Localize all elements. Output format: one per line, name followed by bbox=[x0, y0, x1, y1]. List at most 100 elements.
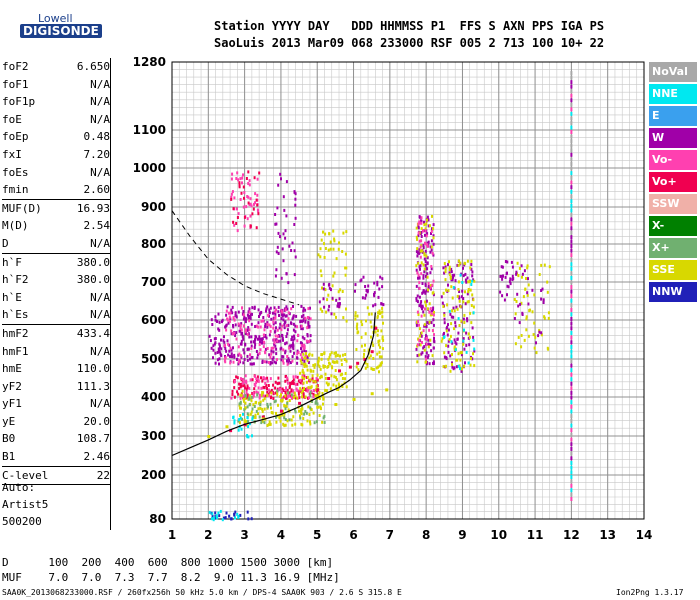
echo-point bbox=[432, 309, 434, 312]
echo-point bbox=[255, 198, 258, 202]
echo-point bbox=[276, 387, 279, 391]
echo-point bbox=[294, 410, 297, 414]
x-trace-point bbox=[298, 409, 302, 413]
echo-point bbox=[232, 220, 235, 224]
echo-point bbox=[268, 308, 271, 312]
echo-point bbox=[465, 280, 468, 284]
echo-point bbox=[363, 352, 365, 356]
echo-point bbox=[340, 358, 343, 362]
echo-point bbox=[260, 386, 263, 390]
echo-point bbox=[280, 346, 283, 350]
echo-point bbox=[318, 414, 321, 417]
echo-point bbox=[323, 256, 326, 259]
echo-point bbox=[420, 261, 423, 265]
echo-point bbox=[277, 403, 279, 407]
echo-point bbox=[285, 180, 288, 184]
echo-point bbox=[309, 406, 312, 410]
echo-point bbox=[268, 420, 271, 424]
echo-point bbox=[329, 247, 332, 251]
echo-point bbox=[328, 286, 331, 290]
noise-line-point bbox=[570, 235, 573, 240]
echo-point bbox=[247, 326, 250, 330]
echo-point bbox=[280, 309, 283, 313]
echo-point bbox=[300, 327, 303, 331]
echo-point bbox=[322, 402, 324, 406]
echo-point bbox=[448, 268, 451, 272]
autoscale-code: 500200 bbox=[2, 515, 42, 528]
echo-point bbox=[225, 313, 228, 317]
echo-point bbox=[335, 384, 338, 388]
echo-point bbox=[517, 335, 520, 339]
echo-point bbox=[300, 324, 303, 328]
noise-line-point bbox=[570, 326, 573, 331]
parameter-row: h`F2 380.0 bbox=[2, 271, 110, 289]
echo-point bbox=[442, 365, 445, 369]
echo-point bbox=[236, 207, 238, 211]
echo-point bbox=[241, 417, 243, 421]
noise-line-point bbox=[570, 93, 573, 98]
echo-point bbox=[213, 342, 216, 346]
echo-point bbox=[249, 316, 252, 320]
parameter-row: MUF(D) 16.93 bbox=[2, 200, 110, 218]
echo-point bbox=[332, 229, 335, 233]
echo-point bbox=[320, 407, 322, 411]
echo-point bbox=[445, 364, 447, 368]
echo-point bbox=[251, 362, 254, 366]
echo-point bbox=[501, 265, 504, 269]
echo-point bbox=[460, 353, 463, 357]
echo-point bbox=[424, 284, 427, 287]
echo-point bbox=[300, 304, 303, 308]
echo-point bbox=[462, 339, 465, 343]
echo-point bbox=[224, 360, 227, 364]
parameter-value: N/A bbox=[90, 77, 110, 91]
noise-line-point bbox=[570, 148, 573, 153]
echo-point bbox=[464, 290, 466, 294]
x-tick-label: 5 bbox=[313, 528, 321, 542]
echo-point bbox=[286, 376, 289, 380]
noise-line-point bbox=[570, 194, 573, 199]
echo-point bbox=[294, 197, 297, 201]
echo-point bbox=[345, 319, 348, 323]
echo-point bbox=[246, 416, 249, 419]
echo-point bbox=[301, 423, 304, 427]
echo-point bbox=[248, 335, 251, 339]
noise-line-point bbox=[570, 230, 573, 235]
echo-point bbox=[537, 334, 540, 338]
parameter-value: 111.3 bbox=[76, 379, 110, 393]
noise-line-point bbox=[570, 84, 573, 89]
echo-point bbox=[526, 293, 529, 297]
echo-point bbox=[270, 391, 273, 395]
echo-point bbox=[231, 190, 234, 194]
echo-point bbox=[253, 307, 256, 310]
noise-line-point bbox=[570, 381, 573, 386]
echo-point bbox=[424, 241, 426, 245]
echo-point bbox=[242, 205, 245, 209]
echo-point bbox=[293, 391, 296, 395]
echo-point bbox=[538, 273, 541, 276]
echo-point bbox=[415, 323, 418, 327]
parameter-row: foF1p N/A bbox=[2, 93, 110, 111]
echo-point bbox=[248, 394, 251, 398]
echo-point bbox=[445, 344, 448, 348]
echo-point bbox=[233, 331, 235, 335]
echo-point bbox=[339, 354, 341, 358]
echo-point bbox=[243, 408, 246, 412]
echo-point bbox=[428, 310, 431, 314]
echo-point bbox=[290, 338, 293, 342]
echo-point bbox=[232, 316, 235, 320]
echo-point bbox=[424, 291, 427, 295]
echo-point bbox=[318, 300, 321, 304]
echo-point bbox=[457, 259, 460, 263]
echo-point bbox=[447, 263, 449, 267]
echo-point bbox=[284, 229, 287, 233]
y-tick-label: 600 bbox=[141, 313, 166, 327]
echo-point bbox=[223, 335, 225, 339]
echo-point bbox=[441, 337, 444, 341]
noise-line-point bbox=[570, 335, 573, 340]
echo-point bbox=[442, 266, 445, 270]
echo-point bbox=[360, 344, 363, 348]
echo-point bbox=[235, 337, 238, 341]
noise-line-point bbox=[570, 363, 573, 368]
parameter-value: N/A bbox=[90, 112, 110, 126]
echo-point bbox=[230, 348, 233, 352]
